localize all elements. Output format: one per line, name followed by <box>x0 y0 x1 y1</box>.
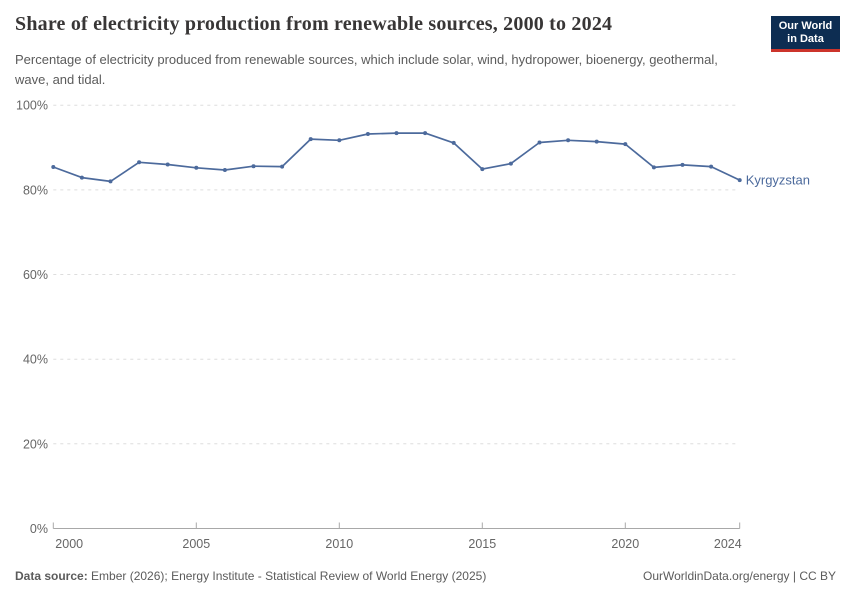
y-axis-label: 20% <box>23 437 48 451</box>
credit-link[interactable]: OurWorldinData.org/energy | CC BY <box>643 569 836 583</box>
data-point-marker[interactable] <box>537 140 542 145</box>
y-axis-label: 0% <box>30 522 48 536</box>
data-point-marker[interactable] <box>709 164 714 169</box>
data-point-marker[interactable] <box>251 164 256 169</box>
y-axis-label: 80% <box>23 183 48 197</box>
data-point-marker[interactable] <box>451 140 456 145</box>
data-point-marker[interactable] <box>623 142 628 147</box>
data-point-marker[interactable] <box>51 165 56 169</box>
data-point-marker[interactable] <box>566 138 571 143</box>
logo-line-1: Our World <box>778 20 833 32</box>
x-axis-label: 2015 <box>468 537 496 551</box>
page-title: Share of electricity production from ren… <box>15 13 613 35</box>
data-point-marker[interactable] <box>651 165 656 170</box>
data-point-marker[interactable] <box>194 165 199 170</box>
data-point-marker[interactable] <box>337 138 342 143</box>
x-axis-label: 2024 <box>714 537 742 551</box>
data-point-marker[interactable] <box>308 137 313 142</box>
data-point-marker[interactable] <box>79 175 84 180</box>
x-axis-label: 2005 <box>182 537 210 551</box>
y-axis-label: 100% <box>16 99 48 113</box>
y-axis-label: 60% <box>23 268 48 282</box>
data-point-marker[interactable] <box>737 178 742 183</box>
logo-line-2: in Data <box>787 33 824 46</box>
y-axis-label: 40% <box>23 353 48 367</box>
data-point-marker[interactable] <box>365 132 370 136</box>
chart-subtitle: Percentage of electricity produced from … <box>15 52 718 88</box>
data-line[interactable] <box>52 132 741 183</box>
data-point-marker[interactable] <box>222 168 227 172</box>
data-point-marker[interactable] <box>280 164 285 169</box>
x-axis-label: 2010 <box>325 537 353 551</box>
data-point-marker[interactable] <box>508 161 513 166</box>
owid-logo: Our World in Data <box>771 16 840 53</box>
data-point-marker[interactable] <box>137 160 142 165</box>
data-point-marker[interactable] <box>165 162 170 167</box>
data-point-marker[interactable] <box>394 131 399 136</box>
data-source-text: Ember (2026); Energy Institute - Statist… <box>87 569 487 583</box>
data-point-marker[interactable] <box>680 162 685 167</box>
entity-label[interactable]: Kyrgyzstan <box>746 173 810 188</box>
data-point-marker[interactable] <box>423 131 428 136</box>
data-point-marker[interactable] <box>594 139 599 144</box>
data-source-label: Data source: <box>15 569 88 583</box>
x-axis-label: 2020 <box>611 537 639 551</box>
data-point-marker[interactable] <box>480 167 485 172</box>
data-source-note: Data source: Ember (2026); Energy Instit… <box>15 569 486 583</box>
data-point-marker[interactable] <box>108 179 113 184</box>
x-axis-label: 2000 <box>55 537 83 551</box>
